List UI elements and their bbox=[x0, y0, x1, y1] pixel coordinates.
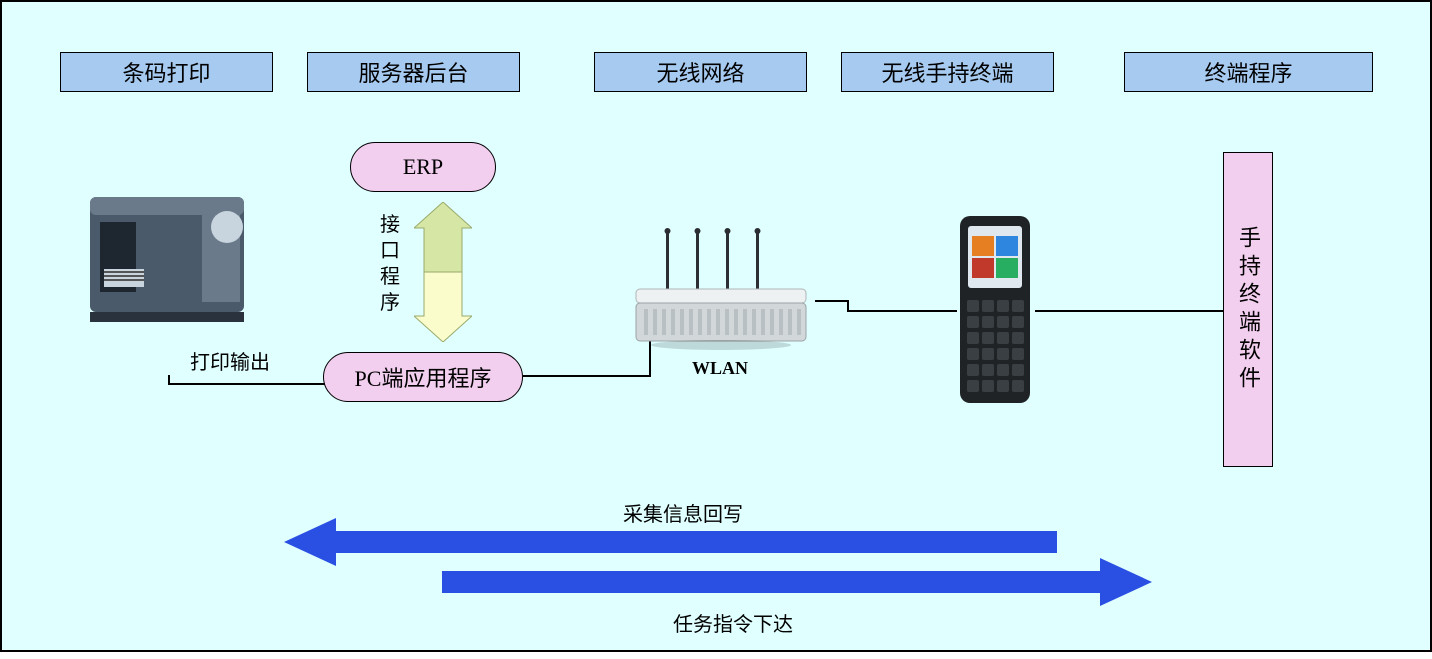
connector-1 bbox=[168, 383, 325, 385]
header-2: 无线网络 bbox=[594, 52, 807, 92]
header-3: 无线手持终端 bbox=[841, 52, 1054, 92]
terminal-software-label: 手持终端软件 bbox=[1232, 226, 1264, 394]
interface-arrow-label: 接口程序 bbox=[380, 212, 400, 316]
router-icon bbox=[626, 227, 816, 352]
connector-4 bbox=[815, 300, 849, 302]
header-1: 服务器后台 bbox=[307, 52, 520, 92]
pcapp-pill: PC端应用程序 bbox=[323, 352, 523, 402]
header-0: 条码打印 bbox=[60, 52, 273, 92]
connector-7 bbox=[1035, 310, 1223, 312]
connector-6 bbox=[847, 310, 957, 312]
terminal-software-box: 手持终端软件 bbox=[1223, 152, 1273, 467]
interface-arrow bbox=[414, 202, 472, 342]
printer-icon bbox=[82, 167, 252, 327]
diagram-canvas: 条码打印服务器后台 无线网络无线手持终端 终端程序 ERP PC端应用程序 手持终端软件 接… bbox=[0, 0, 1432, 652]
flow-bottom-label: 任务指令下达 bbox=[673, 608, 793, 637]
wlan-label: WLAN bbox=[692, 358, 748, 379]
pda-icon bbox=[956, 212, 1034, 407]
erp-pill: ERP bbox=[350, 142, 496, 192]
header-4: 终端程序 bbox=[1124, 52, 1373, 92]
print-output-label: 打印输出 bbox=[190, 346, 270, 375]
connector-2 bbox=[523, 375, 651, 377]
flow-top-label: 采集信息回写 bbox=[623, 498, 743, 527]
